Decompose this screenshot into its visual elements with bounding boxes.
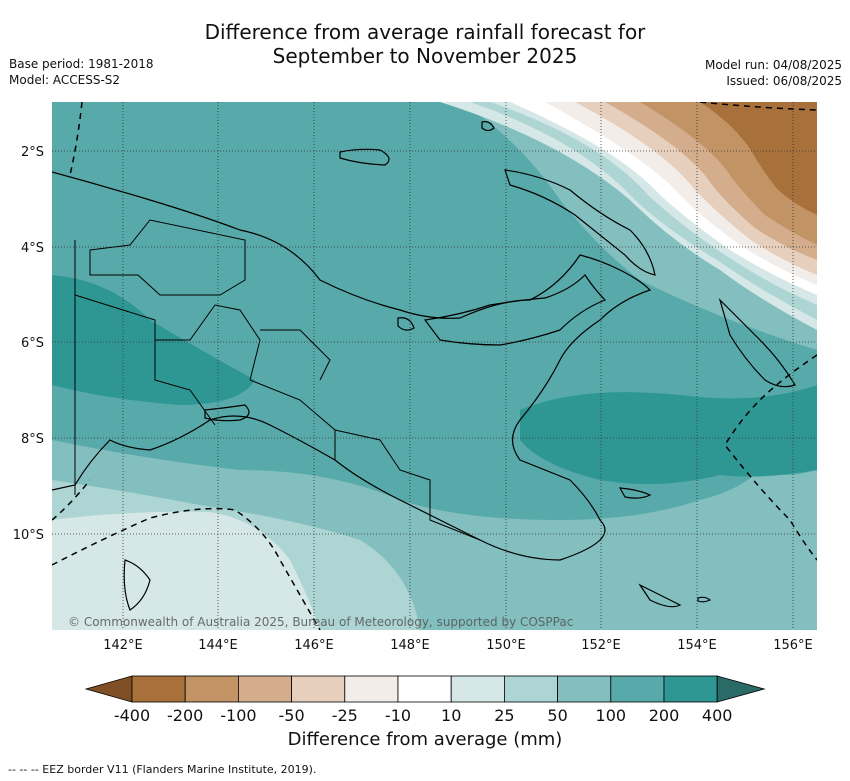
colorbar-title: Difference from average (mm) xyxy=(287,729,563,750)
colorbar-swatch xyxy=(291,675,346,703)
title-line-2: September to November 2025 xyxy=(272,44,578,68)
colorbar-tick-label: -400 xyxy=(114,706,150,725)
copyright-note: © Commonwealth of Australia 2025, Bureau… xyxy=(68,615,573,629)
colorbar-tick-label: -25 xyxy=(332,706,358,725)
colorbar-tick-label: 200 xyxy=(649,706,680,725)
eez-border xyxy=(52,102,817,630)
colorbar-swatch xyxy=(450,675,505,703)
colorbar: -400 -200 -100 -50 -25 -10 10 25 50 100 200 400 xyxy=(84,675,766,725)
colorbar-tick-label: -10 xyxy=(385,706,411,725)
eez-legend-note: -- -- -- EEZ border V11 (Flanders Marine… xyxy=(8,763,317,776)
colorbar-swatch xyxy=(557,675,612,703)
colorbar-arrow-high xyxy=(716,675,766,703)
map-title: Difference from average rainfall forecas… xyxy=(0,20,850,68)
colorbar-swatch xyxy=(663,675,718,703)
meta-left: Base period: 1981-2018 Model: ACCESS-S2 xyxy=(9,56,154,88)
rainfall-map: © Commonwealth of Australia 2025, Bureau… xyxy=(52,102,817,630)
province-borders xyxy=(74,219,481,541)
model-run: Model run: 04/08/2025 xyxy=(704,58,842,72)
colorbar-tick-label: 400 xyxy=(702,706,733,725)
lon-label: 156°E xyxy=(773,638,813,653)
colorbar-swatch xyxy=(503,675,558,703)
issued-date: Issued: 06/08/2025 xyxy=(726,74,842,88)
colorbar-swatch xyxy=(184,675,239,703)
colorbar-arrow-low xyxy=(84,675,133,703)
gridlines xyxy=(52,102,817,630)
colorbar-tick-label: -100 xyxy=(220,706,256,725)
lat-label: 8°S xyxy=(21,432,44,447)
colorbar-swatch xyxy=(397,675,452,703)
band-10-25-sw xyxy=(52,511,320,630)
band-minus200-ne xyxy=(690,102,817,215)
model-name: Model: ACCESS-S2 xyxy=(9,73,121,87)
lon-label: 144°E xyxy=(198,638,238,653)
colorbar-tick-label: 100 xyxy=(596,706,627,725)
colorbar-tick-label: -200 xyxy=(167,706,203,725)
colorbar-swatch xyxy=(344,675,399,703)
colorbar-tick-label: 10 xyxy=(441,706,461,725)
colorbar-tick-label: 25 xyxy=(494,706,514,725)
lon-label: 154°E xyxy=(677,638,717,653)
lat-labels: 2°S 4°S 6°S 8°S 10°S xyxy=(13,145,44,543)
colorbar-swatch xyxy=(237,675,292,703)
lat-label: 10°S xyxy=(13,528,44,543)
lon-label: 146°E xyxy=(294,638,334,653)
colorbar-swatch xyxy=(131,675,186,703)
colorbar-swatch xyxy=(610,675,665,703)
lon-label: 148°E xyxy=(390,638,430,653)
lat-label: 4°S xyxy=(21,241,44,256)
lon-label: 142°E xyxy=(103,638,143,653)
title-line-1: Difference from average rainfall forecas… xyxy=(204,20,646,44)
lon-label: 150°E xyxy=(486,638,526,653)
lon-labels: 142°E 144°E 146°E 148°E 150°E 152°E 154°… xyxy=(103,638,813,653)
coastlines xyxy=(52,121,796,611)
lon-label: 152°E xyxy=(581,638,621,653)
colorbar-tick-label: -50 xyxy=(279,706,305,725)
band-200-400-east xyxy=(520,385,817,484)
lat-label: 2°S xyxy=(21,145,44,160)
lat-label: 6°S xyxy=(21,336,44,351)
base-period: Base period: 1981-2018 xyxy=(9,57,154,71)
band-200-400-west xyxy=(52,275,255,405)
meta-right: Model run: 04/08/2025 Issued: 06/08/2025 xyxy=(705,57,842,89)
colorbar-tick-label: 50 xyxy=(547,706,567,725)
